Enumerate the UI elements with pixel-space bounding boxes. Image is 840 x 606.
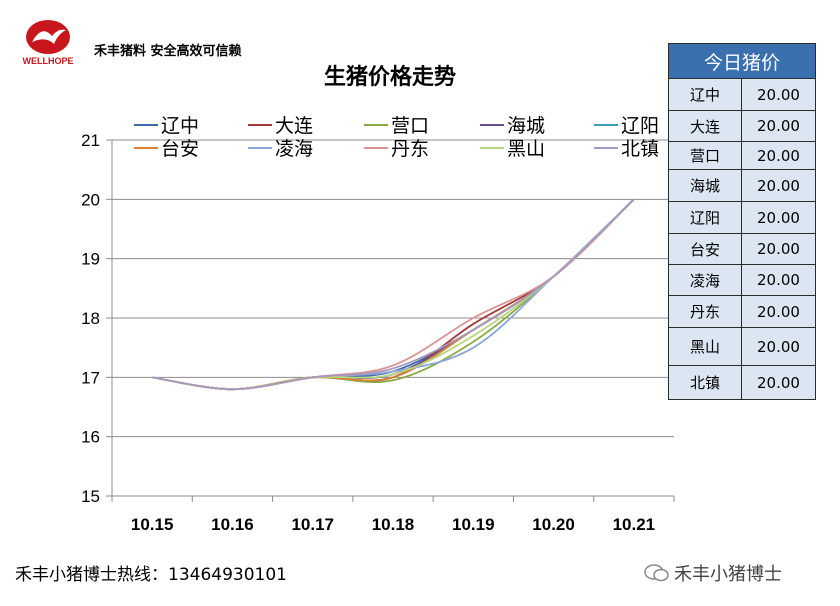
brand-slogan: 禾丰猪料 安全高效可信赖 — [94, 44, 242, 59]
legend-label: 黑山 — [507, 138, 545, 160]
x-tick-label: 10.20 — [532, 515, 575, 534]
series-line-丹东 — [152, 198, 635, 391]
region-price: 20.00 — [741, 327, 816, 366]
x-tick-label: 10.17 — [291, 515, 334, 534]
series-line-辽中 — [152, 198, 635, 391]
y-tick-label: 17 — [81, 368, 100, 387]
price-row: 丹东 20.00 — [668, 295, 816, 328]
price-row: 凌海 20.00 — [668, 264, 816, 296]
region-price: 20.00 — [741, 264, 816, 296]
region-price: 20.00 — [741, 295, 816, 328]
legend-label: 丹东 — [391, 138, 429, 160]
region-name: 北镇 — [668, 365, 742, 400]
price-row: 黑山 20.00 — [668, 327, 816, 366]
region-name: 辽中 — [668, 78, 742, 111]
series-line-台安 — [152, 198, 635, 391]
y-tick-label: 18 — [81, 309, 100, 328]
x-tick-label: 10.15 — [131, 515, 174, 534]
chart-title: 生猪价格走势 — [324, 64, 456, 90]
y-tick-label: 20 — [81, 190, 100, 209]
price-row: 营口 20.00 — [668, 141, 816, 170]
wechat-account: 禾丰小猪博士 — [644, 560, 782, 586]
series-line-北镇 — [152, 198, 635, 391]
legend-label: 辽中 — [161, 115, 199, 137]
region-price: 20.00 — [741, 201, 816, 234]
region-name: 海城 — [668, 169, 742, 202]
x-tick-label: 10.16 — [211, 515, 254, 534]
x-tick-label: 10.19 — [452, 515, 495, 534]
region-price: 20.00 — [741, 233, 816, 265]
region-price: 20.00 — [741, 169, 816, 202]
logo-text: WELLHOPE — [23, 56, 74, 66]
price-row: 北镇 20.00 — [668, 365, 816, 400]
legend-label: 北镇 — [621, 138, 659, 160]
legend-label: 大连 — [275, 115, 313, 137]
region-name: 营口 — [668, 141, 742, 170]
region-price: 20.00 — [741, 110, 816, 142]
x-tick-label: 10.18 — [372, 515, 415, 534]
series-line-大连 — [152, 198, 635, 391]
region-price: 20.00 — [741, 365, 816, 400]
wechat-icon — [644, 564, 669, 582]
y-tick-label: 21 — [81, 131, 100, 150]
x-tick-label: 10.21 — [613, 515, 656, 534]
region-name: 丹东 — [668, 295, 742, 328]
y-tick-label: 16 — [81, 428, 100, 447]
legend-label: 辽阳 — [621, 115, 659, 137]
region-name: 凌海 — [668, 264, 742, 296]
legend-label: 台安 — [161, 138, 199, 160]
price-row: 海城 20.00 — [668, 169, 816, 202]
region-name: 大连 — [668, 110, 742, 142]
price-row: 辽阳 20.00 — [668, 201, 816, 234]
wellhope-logo: WELLHOPE — [18, 18, 78, 66]
series-line-黑山 — [152, 198, 635, 391]
region-name: 台安 — [668, 233, 742, 265]
region-name: 辽阳 — [668, 201, 742, 234]
series-line-辽阳 — [152, 198, 635, 391]
legend-label: 凌海 — [275, 138, 313, 160]
region-name: 黑山 — [668, 327, 742, 366]
y-tick-label: 19 — [81, 250, 100, 269]
price-row: 台安 20.00 — [668, 233, 816, 265]
legend-label: 营口 — [391, 115, 429, 137]
hotline-text: 禾丰小猪博士热线：13464930101 — [15, 565, 287, 585]
wechat-name: 禾丰小猪博士 — [674, 564, 782, 585]
price-row: 辽中 20.00 — [668, 78, 816, 111]
series-line-营口 — [152, 198, 635, 391]
region-price: 20.00 — [741, 78, 816, 111]
price-table: 今日猪价 辽中 20.00 大连 20.00 营口 20.00 海城 20.00 辽阳 20.00… — [668, 43, 816, 400]
legend-label: 海城 — [507, 115, 545, 137]
table-header: 今日猪价 — [668, 43, 816, 79]
series-line-凌海 — [152, 198, 635, 391]
y-tick-label: 15 — [81, 487, 100, 506]
region-price: 20.00 — [741, 141, 816, 170]
price-row: 大连 20.00 — [668, 110, 816, 142]
series-line-海城 — [152, 198, 635, 391]
